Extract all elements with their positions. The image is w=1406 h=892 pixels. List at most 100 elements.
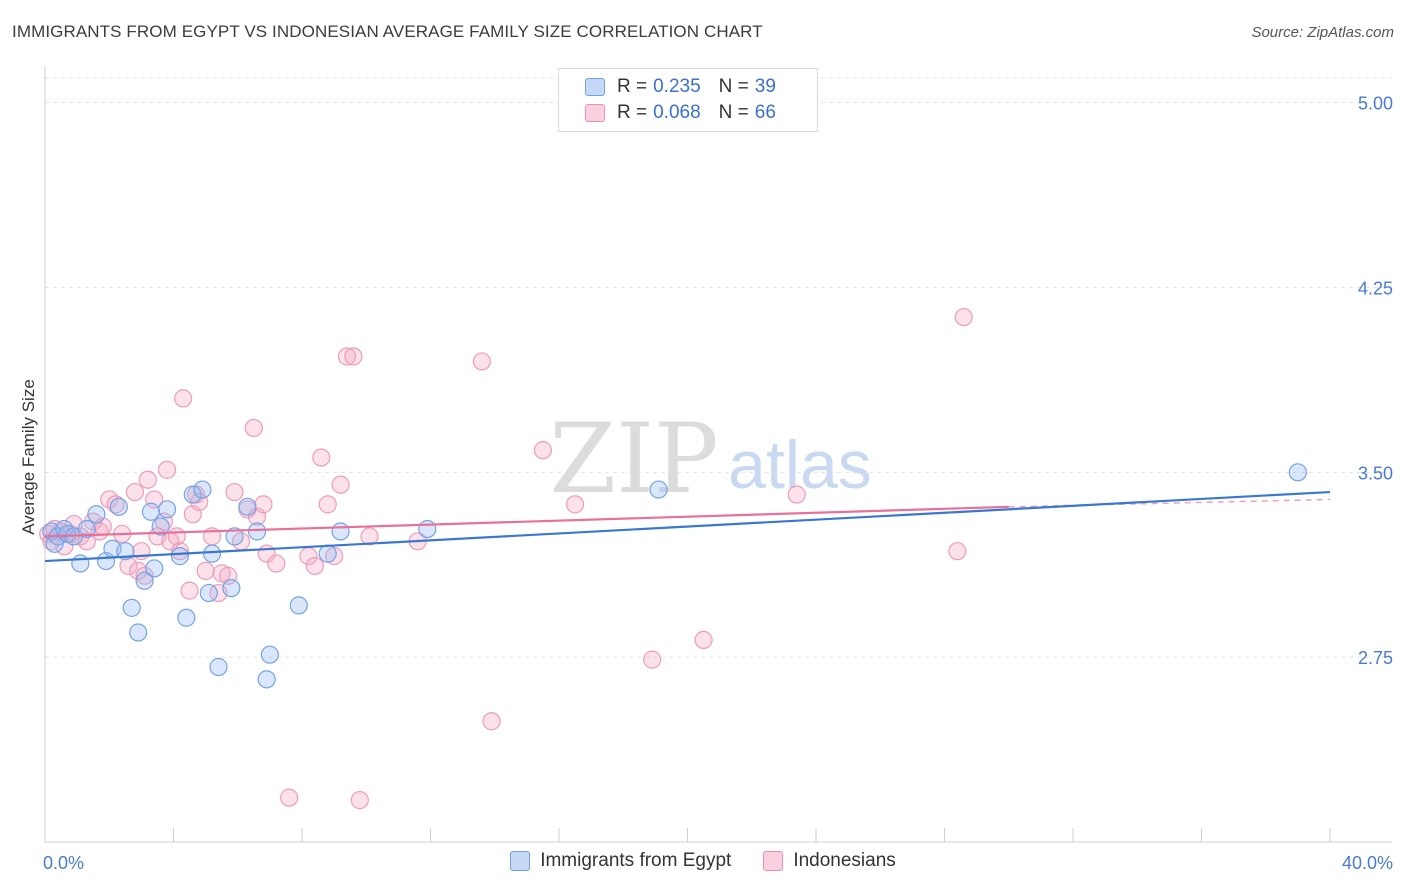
data-point-indonesians <box>954 307 973 327</box>
legend-row-egypt: R = 0.235 N = 39 <box>585 74 776 100</box>
data-point-egypt <box>209 657 228 677</box>
data-point-indonesians <box>157 460 177 479</box>
data-point-indonesians <box>337 347 357 366</box>
data-point-egypt <box>45 534 64 553</box>
legend-n-label: N = <box>718 102 749 123</box>
y-axis-label: Average Family Size <box>19 379 38 535</box>
data-point-egypt <box>183 485 202 504</box>
legend-swatch-indonesians <box>585 104 605 122</box>
legend-r-label: R = <box>617 102 648 123</box>
legend-r-label: R = <box>617 76 648 97</box>
y-tick-label: 5.00 <box>1358 94 1393 114</box>
data-point-egypt <box>318 544 337 563</box>
data-point-egypt <box>649 480 668 499</box>
data-point-indonesians <box>267 554 286 573</box>
data-point-indonesians <box>565 495 585 514</box>
data-point-indonesians <box>482 712 501 731</box>
legend-n-label: N = <box>718 76 749 97</box>
data-point-egypt <box>289 596 308 615</box>
data-point-indonesians <box>125 482 145 502</box>
data-point-indonesians <box>360 527 379 546</box>
axis-labels: 2.75 3.50 4.25 5.00 0.0% 40.0% Average Family … <box>19 94 1393 873</box>
data-point-egypt <box>122 598 141 617</box>
chart-title: IMMIGRANTS FROM EGYPT VS INDONESIAN AVER… <box>12 22 763 41</box>
data-point-indonesians <box>170 542 190 561</box>
source-label: Source: ZipAtlas.com <box>1251 24 1394 41</box>
data-point-egypt <box>157 500 177 519</box>
y-tick-label: 3.50 <box>1358 463 1393 483</box>
data-point-indonesians <box>533 441 553 460</box>
data-point-indonesians <box>280 788 299 807</box>
data-point-egypt <box>238 497 257 516</box>
data-point-indonesians <box>254 495 273 514</box>
data-point-egypt <box>151 517 170 536</box>
data-point-indonesians <box>180 581 199 600</box>
data-point-indonesians <box>787 485 806 504</box>
legend-swatch-indonesians <box>763 851 784 871</box>
data-point-egypt <box>202 544 222 563</box>
gridlines <box>45 77 1392 658</box>
trend-line-indonesians <box>44 505 1009 538</box>
data-point-indonesians <box>106 495 125 514</box>
legend-n-value: 39 <box>754 76 776 97</box>
legend-stats: R = 0.235 N = 39 R = 0.068 N = 66 <box>558 68 818 132</box>
data-point-indonesians <box>305 556 324 576</box>
y-tick-label: 2.75 <box>1358 648 1393 668</box>
legend-label-egypt: Immigrants from Egypt <box>540 850 732 871</box>
legend-series: Immigrants from Egypt Indonesians <box>0 850 1406 872</box>
data-point-egypt <box>418 519 437 539</box>
data-point-egypt <box>77 519 96 539</box>
data-point-egypt <box>225 527 244 546</box>
trend-line-egypt <box>44 490 1331 563</box>
legend-item-egypt[interactable]: Immigrants from Egypt <box>510 850 731 872</box>
legend-r-value: 0.068 <box>653 102 701 123</box>
data-point-indonesians <box>138 470 157 489</box>
data-point-indonesians <box>312 448 331 467</box>
data-point-indonesians <box>318 495 337 514</box>
data-point-egypt <box>177 608 196 627</box>
axes <box>44 66 1392 843</box>
data-point-egypt <box>55 519 74 539</box>
legend-item-indonesians[interactable]: Indonesians <box>763 850 896 872</box>
data-point-egypt <box>260 645 279 664</box>
data-point-egypt <box>199 583 218 603</box>
data-point-egypt <box>71 554 90 573</box>
data-point-egypt <box>331 522 350 541</box>
legend-label-indonesians: Indonesians <box>793 850 896 871</box>
data-point-egypt <box>193 480 212 499</box>
data-point-indonesians <box>244 418 263 438</box>
data-point-indonesians <box>196 561 215 581</box>
watermark-atlas: atlas <box>728 427 872 503</box>
data-point-egypt <box>129 623 148 642</box>
data-point-indonesians <box>225 482 244 502</box>
data-point-egypt <box>141 502 161 521</box>
data-point-egypt <box>145 559 164 578</box>
data-point-egypt <box>109 497 128 516</box>
data-point-indonesians <box>694 630 713 650</box>
trend-lines <box>44 490 1331 563</box>
data-point-egypt <box>170 547 190 566</box>
data-point-indonesians <box>472 352 491 371</box>
data-point-indonesians <box>344 347 363 366</box>
data-point-egypt <box>257 670 276 689</box>
legend-n-value: 66 <box>754 102 776 123</box>
watermark: ZIP atlas <box>549 403 871 515</box>
data-point-indonesians <box>948 542 967 561</box>
data-point-indonesians <box>167 527 186 546</box>
legend-row-indonesians: R = 0.068 N = 66 <box>585 100 776 126</box>
x-tick-label: 0.0% <box>43 853 84 873</box>
data-point-indonesians <box>643 650 662 669</box>
trend-line-indonesians-extension <box>1008 498 1331 508</box>
legend-swatch-egypt <box>510 851 531 871</box>
data-point-egypt <box>87 505 106 524</box>
data-point-egypt <box>135 571 154 590</box>
data-point-indonesians <box>174 389 193 408</box>
data-point-indonesians <box>331 475 350 494</box>
data-point-egypt <box>247 522 267 541</box>
data-point-indonesians <box>350 791 369 810</box>
data-point-indonesians <box>135 566 154 585</box>
y-tick-label: 4.25 <box>1358 278 1393 298</box>
legend-swatch-egypt <box>585 78 605 96</box>
data-point-egypt <box>1288 463 1307 482</box>
